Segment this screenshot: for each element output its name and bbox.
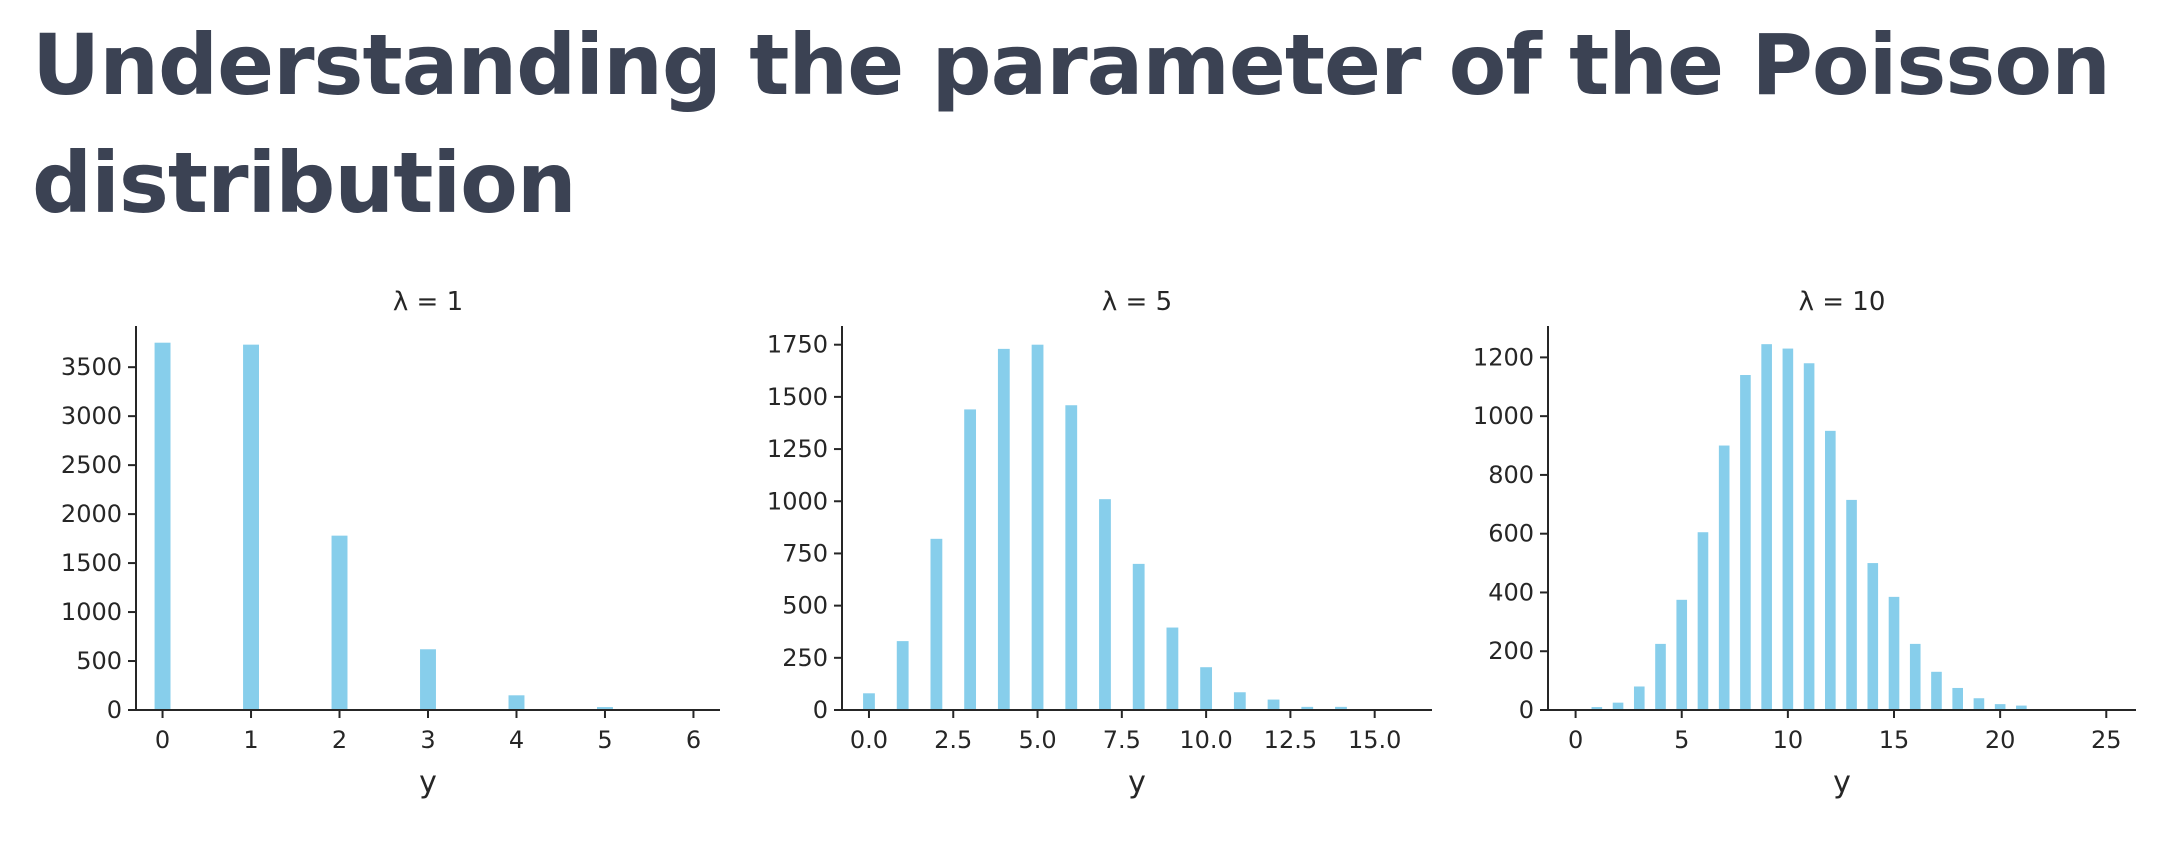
bar bbox=[508, 695, 525, 710]
chart-lambda-5: λ = 5 0 250 500 750 1000 1250 1500 1750 0.0 2.5 5.0… bbox=[767, 287, 1432, 800]
y-tick-label: 500 bbox=[782, 592, 828, 620]
y-tick-label: 750 bbox=[782, 539, 828, 567]
y-tick-label: 250 bbox=[782, 644, 828, 672]
x-tick-label: 20 bbox=[1985, 726, 2016, 754]
bar bbox=[1166, 627, 1179, 710]
x-tick-label: 5.0 bbox=[1018, 726, 1056, 754]
bar bbox=[1267, 699, 1280, 710]
bar bbox=[1233, 692, 1246, 710]
bar bbox=[930, 538, 943, 710]
y-tick-label: 1250 bbox=[767, 435, 828, 463]
x-tick-label: 5 bbox=[597, 726, 612, 754]
x-tick-label: 4 bbox=[509, 726, 524, 754]
bar bbox=[1633, 686, 1645, 710]
bar bbox=[1200, 667, 1213, 710]
bar bbox=[1846, 499, 1857, 710]
x-tick-label: 15 bbox=[1879, 726, 1910, 754]
bar bbox=[997, 348, 1010, 710]
x-tick-label: 15.0 bbox=[1348, 726, 1401, 754]
y-tick-label: 500 bbox=[76, 647, 122, 675]
x-axis-label: y bbox=[419, 765, 437, 800]
bar bbox=[1655, 643, 1666, 710]
bar bbox=[1973, 698, 1985, 710]
x-tick-label: 2.5 bbox=[934, 726, 972, 754]
y-tick-label: 2000 bbox=[61, 500, 122, 528]
bar bbox=[1931, 671, 1942, 710]
bar bbox=[1782, 348, 1794, 710]
bar bbox=[420, 649, 436, 710]
bar bbox=[1909, 643, 1921, 710]
page-title: Understanding the parameter of the Poiss… bbox=[32, 16, 2111, 232]
x-tick-label: 3 bbox=[420, 726, 435, 754]
bar bbox=[331, 535, 348, 710]
bar bbox=[1676, 599, 1688, 710]
x-tick-label: 1 bbox=[243, 726, 258, 754]
x-tick-label: 0 bbox=[155, 726, 170, 754]
bar bbox=[1697, 532, 1709, 710]
charts-row: λ = 1 0 500 1000 1500 2000 2500 3000 3500 0 1 2 3 4 5 6… bbox=[0, 270, 2166, 848]
bar bbox=[863, 693, 875, 710]
x-tick-label: 10 bbox=[1773, 726, 1804, 754]
y-tick-label: 1000 bbox=[1473, 402, 1534, 430]
x-axis-label: y bbox=[1128, 765, 1146, 800]
x-tick-label: 5 bbox=[1674, 726, 1689, 754]
y-tick-label: 0 bbox=[107, 696, 122, 724]
y-tick-label: 0 bbox=[813, 696, 828, 724]
y-tick-label: 200 bbox=[1488, 637, 1534, 665]
bar bbox=[1761, 344, 1772, 710]
bar bbox=[1994, 704, 2006, 710]
bar bbox=[154, 342, 171, 710]
bar bbox=[896, 641, 909, 710]
bar bbox=[1867, 563, 1879, 710]
y-tick-label: 1000 bbox=[61, 598, 122, 626]
chart-title: λ = 1 bbox=[393, 287, 463, 317]
x-tick-label: 10.0 bbox=[1179, 726, 1232, 754]
y-tick-label: 600 bbox=[1488, 520, 1534, 548]
y-tick-label: 3000 bbox=[61, 402, 122, 430]
x-axis-label: y bbox=[1833, 765, 1851, 800]
y-tick-label: 1500 bbox=[767, 383, 828, 411]
x-tick-label: 12.5 bbox=[1264, 726, 1317, 754]
y-tick-label: 1000 bbox=[767, 487, 828, 515]
x-tick-label: 7.5 bbox=[1103, 726, 1141, 754]
bar bbox=[1718, 445, 1730, 710]
bar bbox=[1031, 344, 1044, 710]
chart-title: λ = 10 bbox=[1799, 287, 1886, 317]
y-tick-label: 800 bbox=[1488, 461, 1534, 489]
x-tick-label: 0.0 bbox=[850, 726, 888, 754]
chart-lambda-10: λ = 10 0 200 400 600 800 1000 1200 0 5 10 15 20 25 y bbox=[1473, 287, 2136, 800]
bar bbox=[1952, 687, 1963, 710]
bar bbox=[597, 707, 613, 710]
bar bbox=[2016, 705, 2027, 710]
y-tick-label: 3500 bbox=[61, 353, 122, 381]
y-tick-label: 0 bbox=[1519, 696, 1534, 724]
y-tick-label: 2500 bbox=[61, 451, 122, 479]
bar bbox=[1740, 375, 1751, 710]
bar bbox=[1301, 706, 1314, 710]
bar bbox=[1132, 563, 1145, 710]
x-tick-label: 2 bbox=[332, 726, 347, 754]
bar bbox=[1065, 405, 1078, 710]
y-tick-label: 1750 bbox=[767, 331, 828, 359]
y-tick-label: 1200 bbox=[1473, 343, 1534, 371]
chart-title: λ = 5 bbox=[1102, 287, 1172, 317]
bar bbox=[964, 409, 977, 710]
bar bbox=[1335, 706, 1347, 710]
chart-lambda-1: λ = 1 0 500 1000 1500 2000 2500 3000 3500 0 1 2 3 4 5 6… bbox=[61, 287, 720, 800]
bar bbox=[1591, 707, 1603, 710]
x-tick-label: 0 bbox=[1568, 726, 1583, 754]
bar bbox=[1825, 430, 1836, 710]
x-tick-label: 6 bbox=[686, 726, 701, 754]
bar bbox=[1099, 499, 1111, 710]
bar bbox=[1612, 702, 1624, 710]
bar bbox=[243, 344, 259, 710]
bar bbox=[1803, 363, 1815, 710]
bar bbox=[1888, 596, 1900, 710]
y-tick-label: 400 bbox=[1488, 578, 1534, 606]
y-tick-label: 1500 bbox=[61, 549, 122, 577]
x-tick-label: 25 bbox=[2091, 726, 2122, 754]
